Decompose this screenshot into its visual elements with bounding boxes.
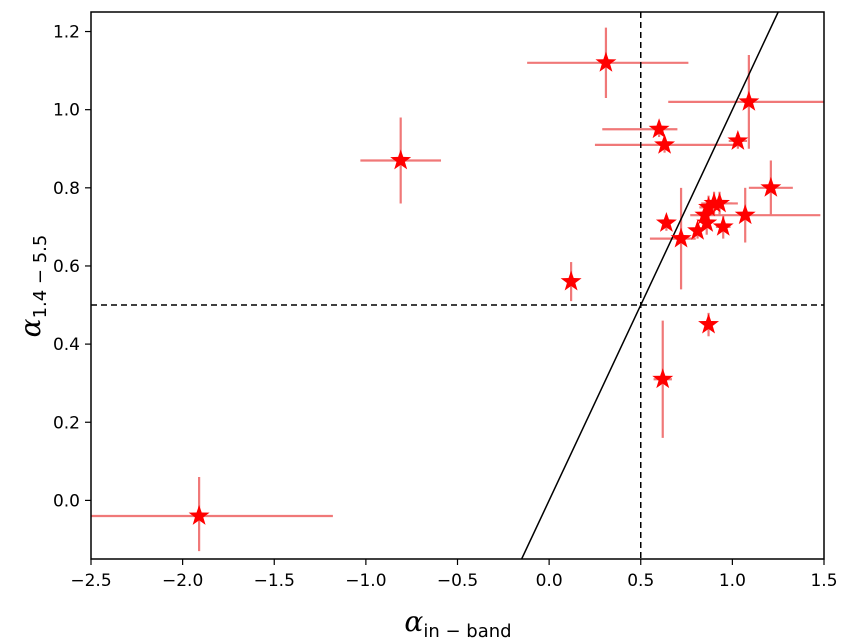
data-point-star bbox=[390, 149, 412, 170]
diagonal-reference-line bbox=[520, 12, 779, 559]
errorbars-layer bbox=[91, 27, 824, 552]
data-point-star bbox=[654, 133, 676, 154]
data-point-star bbox=[760, 176, 782, 197]
data-point-star bbox=[698, 313, 720, 334]
data-point-star bbox=[560, 270, 582, 291]
x-tick-label: −1.0 bbox=[345, 571, 386, 591]
errorbar bbox=[91, 476, 333, 552]
plot-frame bbox=[90, 11, 825, 560]
y-axis-label: α1.4 − 5.5 bbox=[14, 235, 51, 338]
data-point-star bbox=[709, 192, 731, 213]
y-tick-label: 0.2 bbox=[53, 413, 80, 433]
x-tick-label: 0.0 bbox=[536, 571, 563, 591]
reference-lines-layer bbox=[91, 12, 824, 559]
data-point-star bbox=[687, 219, 709, 240]
y-axis-ticks: 0.0 0.2 0.4 0.6 0.8 1.0 1.2 bbox=[53, 23, 91, 511]
x-tick-label: 1.0 bbox=[719, 571, 746, 591]
y-tick-label: 1.2 bbox=[53, 23, 80, 43]
x-tick-label: 1.5 bbox=[810, 571, 837, 591]
x-axis-ticks: −2.5 −2.0 −1.5 −1.0 −0.5 0.0 0.5 1.0 1.5 bbox=[70, 559, 838, 591]
data-point-star bbox=[655, 211, 677, 232]
data-point-star bbox=[698, 196, 720, 217]
x-tick-label: −2.5 bbox=[70, 571, 111, 591]
data-point-star bbox=[188, 505, 210, 525]
data-point-star bbox=[670, 227, 692, 248]
x-tick-label: −2.0 bbox=[162, 571, 203, 591]
data-point-star bbox=[696, 211, 718, 232]
y-tick-label: 0.6 bbox=[53, 257, 80, 277]
data-point-star bbox=[727, 129, 749, 150]
y-tick-label: 0.0 bbox=[53, 491, 80, 511]
data-point-star bbox=[734, 204, 756, 225]
x-axis-label: αin − band bbox=[404, 605, 511, 642]
x-tick-label: −0.5 bbox=[437, 571, 478, 591]
x-tick-label: 0.5 bbox=[627, 571, 654, 591]
y-tick-label: 1.0 bbox=[53, 101, 80, 121]
data-point-star bbox=[652, 368, 674, 389]
y-tick-label: 0.8 bbox=[53, 179, 80, 199]
x-tick-label: −1.5 bbox=[254, 571, 295, 591]
y-tick-label: 0.4 bbox=[53, 335, 80, 355]
markers-layer bbox=[188, 51, 782, 525]
data-point-star bbox=[595, 51, 617, 72]
data-point-star bbox=[738, 90, 760, 111]
data-point-star bbox=[648, 118, 670, 139]
data-point-star bbox=[712, 215, 734, 236]
errorbar bbox=[602, 121, 678, 138]
